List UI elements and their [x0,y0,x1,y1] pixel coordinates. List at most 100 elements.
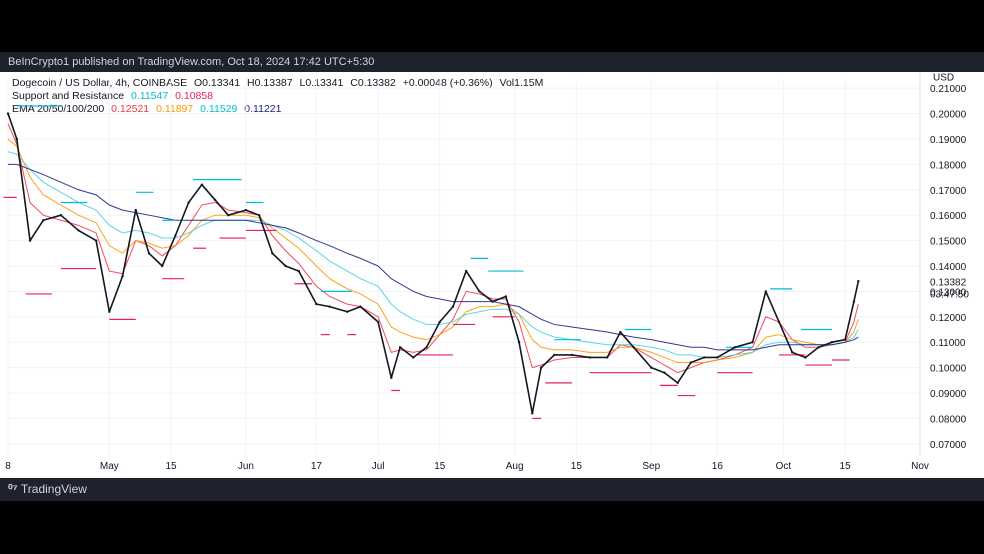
x-tick-label: Oct [776,461,792,472]
currency-label: USD [933,73,954,84]
price-point [804,356,807,359]
y-tick-label: 0.07000 [930,440,967,451]
ema100-value: 0.11529 [200,103,238,115]
price-point [412,356,415,359]
ema-line-3 [8,163,859,351]
price-point [539,366,543,369]
ema50-value: 0.11897 [156,103,194,115]
y-tick-label: 0.13000 [930,287,967,298]
x-tick-label: Jul [372,461,385,472]
price-point [764,290,767,293]
price-point [531,412,534,415]
price-point [702,356,706,359]
price-point [244,208,248,212]
price-point [315,302,318,306]
symbol-title[interactable]: Dogecoin / US Dollar, 4h, COINBASE [12,77,188,89]
y-tick-label: 0.11000 [930,338,966,349]
price-point [121,274,124,278]
price-point [843,338,847,341]
sr-support-value: 0.10858 [175,90,214,102]
price-point [663,371,666,374]
price-point [346,310,349,313]
price-point [619,330,622,334]
price-point [213,198,217,202]
price-point [187,201,190,204]
price-point [376,320,380,324]
tradingview-logo-icon[interactable]: ⁰⁷ [8,482,18,496]
price-point [689,361,693,364]
price-point [791,351,794,354]
price-point [570,353,574,357]
x-tick-label: Nov [911,461,929,472]
last-price-label: 0.13382 [930,278,967,289]
x-tick-label: Jun [238,461,254,472]
price-point [857,280,860,283]
symbol-line: Dogecoin / US Dollar, 4h, COINBASE O0.13… [12,77,543,90]
x-tick-label: 15 [571,461,583,472]
y-tick-label: 0.16000 [930,211,967,222]
price-point [297,269,300,273]
countdown-label: 03:47:50 [930,290,969,301]
price-point [398,346,402,349]
ohlc-change: +0.00048 (+0.36%) [402,77,493,89]
price-point [59,213,63,217]
price-point [504,295,508,298]
price-point [830,341,834,344]
price-point [174,234,177,237]
chart-frame [0,52,984,501]
ohlc-open: O0.13341 [194,77,241,89]
publish-bar: BeInCrypto1 published on TradingView.com… [0,52,984,72]
y-tick-label: 0.20000 [930,110,967,121]
ema200-value: 0.11221 [244,103,282,115]
price-point [108,310,111,313]
price-point [777,320,781,324]
x-tick-label: 17 [311,461,323,472]
chart-legend: Dogecoin / US Dollar, 4h, COINBASE O0.13… [12,77,543,116]
price-point [553,353,556,357]
ema-line-2 [7,151,859,358]
price-point [390,376,393,379]
y-tick-label: 0.10000 [930,364,967,375]
y-tick-label: 0.17000 [930,186,967,197]
price-point [517,341,521,344]
ema20-value: 0.12521 [111,103,150,115]
price-point [650,366,653,369]
y-tick-label: 0.15000 [930,237,967,248]
y-tick-label: 0.14000 [930,262,967,273]
price-point [271,252,274,255]
ohlc-high: H0.13387 [247,77,293,89]
price-point [227,213,230,217]
price-point [751,341,754,344]
publish-text: BeInCrypto1 published on TradingView.com… [8,56,375,68]
price-point [465,269,468,273]
y-tick-label: 0.21000 [930,84,967,95]
price-point [817,346,820,349]
x-tick-label: May [100,461,119,472]
price-point [478,290,481,293]
price-point [200,183,204,186]
x-tick-label: 15 [840,461,852,472]
y-tick-label: 0.08000 [930,414,967,425]
x-tick-label: Sep [642,461,660,472]
price-point [676,381,679,385]
price-point [94,239,98,242]
price-point [425,346,428,349]
price-line [7,113,860,415]
price-point [716,356,719,359]
sr-label: Support and Resistance [12,90,125,102]
sr-indicator-line[interactable]: Support and Resistance 0.11547 0.10858 [12,90,543,103]
price-point [359,305,362,308]
x-tick-label: Aug [506,461,524,472]
brand-name[interactable]: TradingView [20,482,87,496]
price-point [257,213,261,217]
price-point [15,137,19,141]
price-point [632,346,635,349]
price-point [605,356,609,359]
price-point [852,300,856,303]
tradingview-footer: ⁰⁷ TradingView [0,478,984,501]
price-point [491,300,494,303]
price-point [438,320,441,324]
price-point [161,264,164,268]
y-tick-label: 0.18000 [930,160,967,171]
price-chart[interactable]: 0.21000 0.20000 0.19000 0.18000 0.17000 0.160… [0,72,984,478]
